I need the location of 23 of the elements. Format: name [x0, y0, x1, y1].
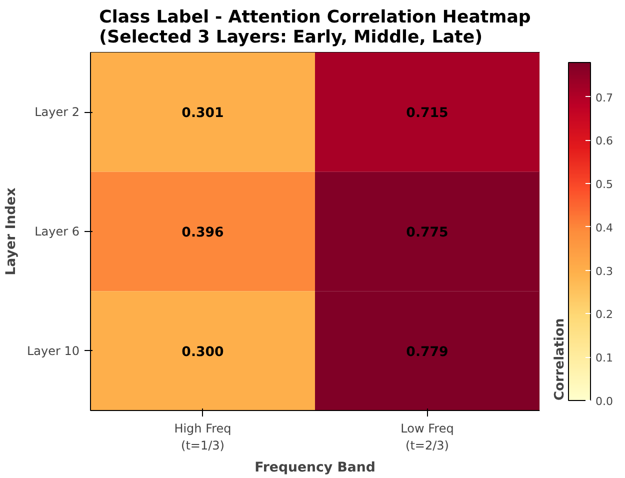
data-label: 0.775 [406, 226, 448, 240]
data-label: 0.396 [182, 226, 224, 240]
color-bar-label: 0.3 [596, 264, 613, 278]
data-label: 0.715 [406, 106, 448, 122]
y-tick-label: Layer 6 [34, 224, 80, 238]
color-bar-label: 0.4 [596, 221, 613, 234]
y-tick-label: Layer 10 [26, 344, 80, 358]
color-bar-label: 0.2 [596, 308, 613, 322]
data-label: 0.301 [182, 106, 224, 122]
data-label: 0.779 [406, 344, 448, 360]
data-label: 0.300 [182, 344, 224, 360]
color-bar-label: 0.7 [596, 91, 613, 104]
color-bar-label: 0.5 [596, 178, 613, 192]
x-tick-label: Low Freq (t=2/3) [400, 422, 454, 452]
color-bar-label: 0.1 [596, 352, 613, 365]
color-bar-label: 0.6 [596, 134, 613, 148]
y-axis-title: Layer Index [4, 187, 19, 276]
color-bar-label: 0.0 [596, 395, 613, 408]
chart-title: Class Label - Attention Correlation Heatmap (Selected 3 Layers: Early, Middle, Late) [99, 8, 531, 48]
x-axis-title: Frequency Band [254, 460, 376, 476]
color-bar-title: Correlation [552, 318, 568, 400]
y-tick-label: Layer 2 [34, 105, 80, 120]
x-tick-label: High Freq (t=1/3) [174, 422, 232, 452]
